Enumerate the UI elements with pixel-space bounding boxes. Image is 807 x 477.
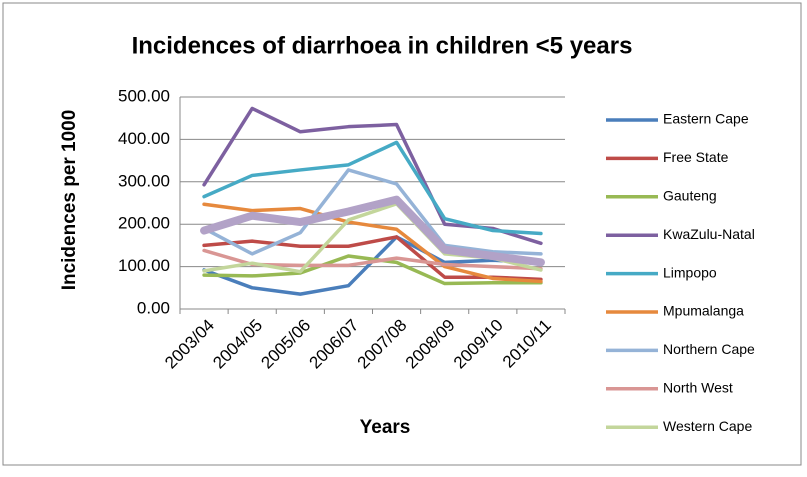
legend-label: Gauteng [663,188,717,204]
series-line [200,195,545,267]
series-line [202,140,543,236]
legend-label: Mpumalanga [663,303,744,319]
legend-label: Eastern Cape [663,111,749,127]
chart-title: Incidences of diarrhoea in children <5 y… [132,32,633,59]
y-tick-label: 300.00 [118,171,170,190]
y-tick-label: 400.00 [118,129,170,148]
series-line [202,168,543,256]
y-axis-title: Incidences per 1000 [59,110,80,291]
y-tick-label: 200.00 [118,214,170,233]
legend-label: Northern Cape [663,341,755,357]
legend-label: Limpopo [663,264,717,280]
legend-label: North West [663,380,733,396]
legend-label: KwaZulu-Natal [663,226,755,242]
y-tick-label: 100.00 [118,256,170,275]
series-line [202,202,543,284]
y-tick-label: 0.00 [137,298,170,317]
x-axis-title: Years [360,417,411,438]
y-tick-label: 500.00 [118,86,170,105]
legend-label: Western Cape [663,418,752,434]
series-line [202,254,543,286]
legend-label: Free State [663,149,729,165]
